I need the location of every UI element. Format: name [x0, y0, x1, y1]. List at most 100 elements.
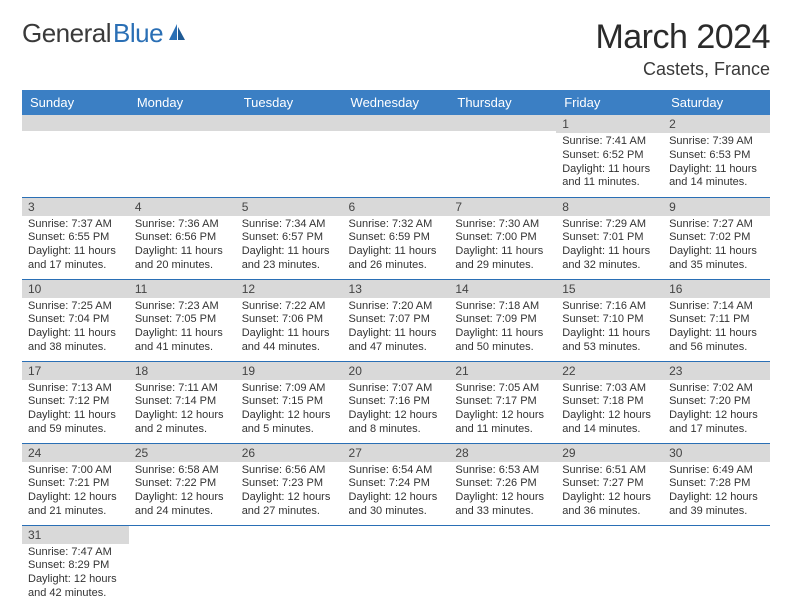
day-detail-line: Daylight: 11 hours and 41 minutes.: [135, 327, 230, 355]
logo-sail-icon: [167, 22, 187, 42]
day-details: Sunrise: 6:49 AMSunset: 7:28 PMDaylight:…: [663, 462, 770, 523]
logo-text-2: Blue: [113, 18, 163, 49]
day-detail-line: Daylight: 12 hours and 27 minutes.: [242, 491, 337, 519]
day-detail-line: Sunrise: 7:03 AM: [562, 382, 657, 396]
day-detail-line: Sunrise: 7:23 AM: [135, 300, 230, 314]
calendar-cell: 6Sunrise: 7:32 AMSunset: 6:59 PMDaylight…: [343, 197, 450, 279]
day-details: Sunrise: 7:29 AMSunset: 7:01 PMDaylight:…: [556, 216, 663, 277]
location: Castets, France: [595, 59, 770, 80]
day-detail-line: Sunset: 7:27 PM: [562, 477, 657, 491]
day-details: [129, 131, 236, 137]
day-detail-line: Sunrise: 7:29 AM: [562, 218, 657, 232]
day-number: 2: [663, 115, 770, 133]
day-detail-line: Sunset: 7:12 PM: [28, 395, 123, 409]
weekday-header: Monday: [129, 90, 236, 115]
calendar-cell: 11Sunrise: 7:23 AMSunset: 7:05 PMDayligh…: [129, 279, 236, 361]
day-details: Sunrise: 7:32 AMSunset: 6:59 PMDaylight:…: [343, 216, 450, 277]
calendar-cell: 24Sunrise: 7:00 AMSunset: 7:21 PMDayligh…: [22, 443, 129, 525]
day-detail-line: Sunrise: 7:41 AM: [562, 135, 657, 149]
day-detail-line: Daylight: 11 hours and 53 minutes.: [562, 327, 657, 355]
calendar-cell: 18Sunrise: 7:11 AMSunset: 7:14 PMDayligh…: [129, 361, 236, 443]
day-number: 26: [236, 444, 343, 462]
day-detail-line: Daylight: 11 hours and 20 minutes.: [135, 245, 230, 273]
day-detail-line: Sunset: 7:14 PM: [135, 395, 230, 409]
calendar-cell: 10Sunrise: 7:25 AMSunset: 7:04 PMDayligh…: [22, 279, 129, 361]
day-details: Sunrise: 6:56 AMSunset: 7:23 PMDaylight:…: [236, 462, 343, 523]
day-number: 29: [556, 444, 663, 462]
calendar-week-row: 10Sunrise: 7:25 AMSunset: 7:04 PMDayligh…: [22, 279, 770, 361]
weekday-header: Thursday: [449, 90, 556, 115]
calendar-cell: 26Sunrise: 6:56 AMSunset: 7:23 PMDayligh…: [236, 443, 343, 525]
day-details: Sunrise: 7:30 AMSunset: 7:00 PMDaylight:…: [449, 216, 556, 277]
day-number: 14: [449, 280, 556, 298]
day-detail-line: Sunrise: 7:13 AM: [28, 382, 123, 396]
day-detail-line: Daylight: 12 hours and 39 minutes.: [669, 491, 764, 519]
day-detail-line: Daylight: 11 hours and 56 minutes.: [669, 327, 764, 355]
calendar-cell: 3Sunrise: 7:37 AMSunset: 6:55 PMDaylight…: [22, 197, 129, 279]
day-details: [236, 131, 343, 137]
calendar-cell: 27Sunrise: 6:54 AMSunset: 7:24 PMDayligh…: [343, 443, 450, 525]
day-details: Sunrise: 7:34 AMSunset: 6:57 PMDaylight:…: [236, 216, 343, 277]
day-detail-line: Sunset: 7:07 PM: [349, 313, 444, 327]
calendar-cell: [343, 525, 450, 607]
day-detail-line: Sunset: 6:53 PM: [669, 149, 764, 163]
day-detail-line: Sunrise: 7:47 AM: [28, 546, 123, 560]
day-detail-line: Sunrise: 7:30 AM: [455, 218, 550, 232]
calendar-cell: 7Sunrise: 7:30 AMSunset: 7:00 PMDaylight…: [449, 197, 556, 279]
day-detail-line: Sunset: 7:21 PM: [28, 477, 123, 491]
day-detail-line: Sunrise: 7:02 AM: [669, 382, 764, 396]
logo-text-1: General: [22, 18, 111, 49]
day-details: Sunrise: 7:23 AMSunset: 7:05 PMDaylight:…: [129, 298, 236, 359]
day-details: Sunrise: 7:13 AMSunset: 7:12 PMDaylight:…: [22, 380, 129, 441]
day-detail-line: Sunset: 6:52 PM: [562, 149, 657, 163]
calendar-cell: 15Sunrise: 7:16 AMSunset: 7:10 PMDayligh…: [556, 279, 663, 361]
calendar-cell: 5Sunrise: 7:34 AMSunset: 6:57 PMDaylight…: [236, 197, 343, 279]
calendar-cell: 29Sunrise: 6:51 AMSunset: 7:27 PMDayligh…: [556, 443, 663, 525]
day-detail-line: Daylight: 11 hours and 32 minutes.: [562, 245, 657, 273]
day-detail-line: Daylight: 11 hours and 47 minutes.: [349, 327, 444, 355]
calendar-week-row: 1Sunrise: 7:41 AMSunset: 6:52 PMDaylight…: [22, 115, 770, 197]
day-detail-line: Sunset: 7:15 PM: [242, 395, 337, 409]
day-detail-line: Sunrise: 7:18 AM: [455, 300, 550, 314]
calendar-week-row: 31Sunrise: 7:47 AMSunset: 8:29 PMDayligh…: [22, 525, 770, 607]
calendar-cell: [22, 115, 129, 197]
header: GeneralBlue March 2024 Castets, France: [22, 18, 770, 80]
calendar-cell: 9Sunrise: 7:27 AMSunset: 7:02 PMDaylight…: [663, 197, 770, 279]
calendar-cell: [449, 115, 556, 197]
day-detail-line: Sunset: 6:56 PM: [135, 231, 230, 245]
calendar-cell: 16Sunrise: 7:14 AMSunset: 7:11 PMDayligh…: [663, 279, 770, 361]
calendar-cell: 23Sunrise: 7:02 AMSunset: 7:20 PMDayligh…: [663, 361, 770, 443]
calendar-cell: 1Sunrise: 7:41 AMSunset: 6:52 PMDaylight…: [556, 115, 663, 197]
day-detail-line: Daylight: 12 hours and 11 minutes.: [455, 409, 550, 437]
calendar-cell: [236, 115, 343, 197]
weekday-header: Sunday: [22, 90, 129, 115]
day-details: Sunrise: 7:14 AMSunset: 7:11 PMDaylight:…: [663, 298, 770, 359]
day-detail-line: Daylight: 11 hours and 44 minutes.: [242, 327, 337, 355]
day-detail-line: Daylight: 11 hours and 50 minutes.: [455, 327, 550, 355]
calendar-cell: [343, 115, 450, 197]
day-number: [343, 115, 450, 131]
day-detail-line: Daylight: 11 hours and 26 minutes.: [349, 245, 444, 273]
day-detail-line: Sunset: 7:22 PM: [135, 477, 230, 491]
day-detail-line: Daylight: 12 hours and 21 minutes.: [28, 491, 123, 519]
day-detail-line: Daylight: 11 hours and 35 minutes.: [669, 245, 764, 273]
calendar-cell: [556, 525, 663, 607]
day-detail-line: Sunset: 7:04 PM: [28, 313, 123, 327]
day-detail-line: Sunset: 7:06 PM: [242, 313, 337, 327]
day-detail-line: Sunrise: 7:27 AM: [669, 218, 764, 232]
day-details: Sunrise: 7:09 AMSunset: 7:15 PMDaylight:…: [236, 380, 343, 441]
weekday-header: Saturday: [663, 90, 770, 115]
calendar-cell: 19Sunrise: 7:09 AMSunset: 7:15 PMDayligh…: [236, 361, 343, 443]
day-number: 23: [663, 362, 770, 380]
calendar-cell: 21Sunrise: 7:05 AMSunset: 7:17 PMDayligh…: [449, 361, 556, 443]
calendar-cell: 25Sunrise: 6:58 AMSunset: 7:22 PMDayligh…: [129, 443, 236, 525]
calendar-week-row: 3Sunrise: 7:37 AMSunset: 6:55 PMDaylight…: [22, 197, 770, 279]
calendar-cell: 17Sunrise: 7:13 AMSunset: 7:12 PMDayligh…: [22, 361, 129, 443]
month-title: March 2024: [595, 18, 770, 57]
day-detail-line: Sunrise: 7:39 AM: [669, 135, 764, 149]
day-detail-line: Sunrise: 7:05 AM: [455, 382, 550, 396]
calendar-cell: 14Sunrise: 7:18 AMSunset: 7:09 PMDayligh…: [449, 279, 556, 361]
day-detail-line: Sunrise: 7:11 AM: [135, 382, 230, 396]
day-detail-line: Sunset: 7:23 PM: [242, 477, 337, 491]
calendar-cell: [129, 115, 236, 197]
